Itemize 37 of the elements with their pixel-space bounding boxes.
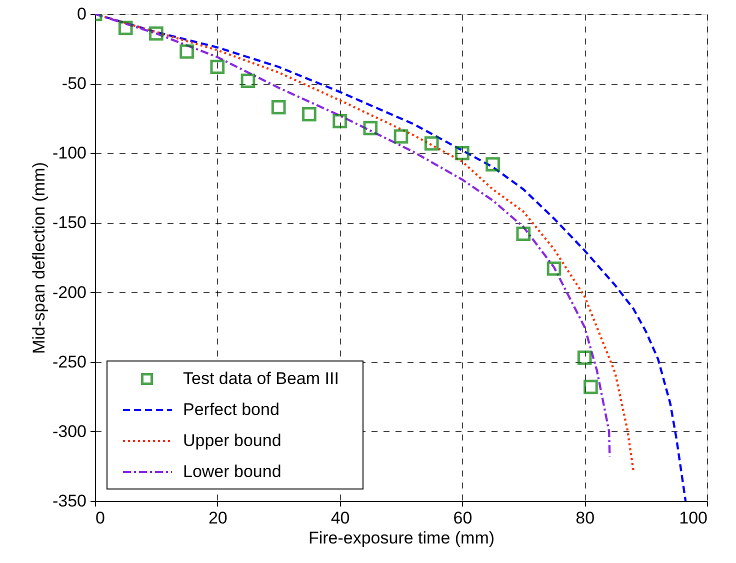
legend-label: Lower bound	[183, 462, 282, 481]
y-tick-label: -50	[62, 74, 86, 94]
point	[271, 100, 286, 114]
legend-label: Upper bound	[183, 431, 282, 450]
point	[424, 136, 439, 151]
point	[394, 129, 408, 144]
y-tick-label: -350	[52, 492, 86, 510]
x-tick-label: 100	[679, 508, 708, 528]
x-axis-title: Fire-exposure time (mm)	[308, 528, 495, 548]
y-tick-label: -150	[52, 213, 86, 232]
point	[210, 60, 225, 74]
point	[584, 380, 598, 394]
point	[118, 20, 133, 36]
legend-label: Test data of Beam III	[183, 369, 339, 388]
y-axis-title: Mid-span deflection (mm)	[29, 162, 48, 354]
point	[455, 146, 470, 160]
y-tick-label: -300	[52, 422, 86, 441]
y-tick-label: -100	[52, 144, 86, 163]
point	[180, 44, 194, 59]
point	[302, 107, 316, 122]
x-tick-label: 40	[330, 508, 350, 528]
point	[363, 120, 378, 136]
point	[332, 114, 347, 128]
point	[577, 350, 592, 365]
point	[240, 74, 256, 88]
point	[486, 157, 500, 172]
x-tick-label: 60	[453, 508, 472, 528]
y-tick-label: -200	[52, 282, 86, 302]
legend-label: Perfect bond	[183, 400, 280, 419]
point	[149, 26, 164, 41]
y-tick-label: 0	[77, 4, 86, 24]
point	[546, 261, 562, 276]
y-tick-label: -250	[52, 352, 86, 372]
x-tick-label: 0	[96, 508, 105, 528]
x-tick-label: 20	[208, 508, 228, 528]
x-tick-label: 80	[576, 508, 595, 528]
point	[516, 226, 531, 242]
